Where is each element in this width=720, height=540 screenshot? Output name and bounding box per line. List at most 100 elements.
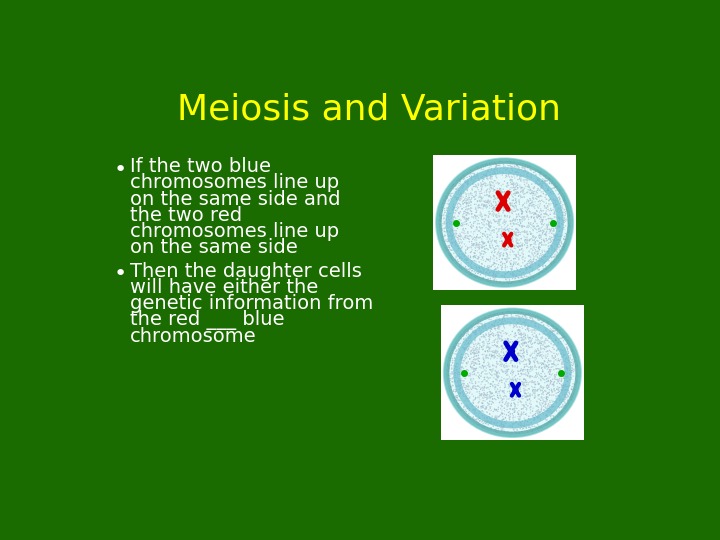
Point	[544, 176, 556, 184]
Point	[519, 420, 531, 428]
Point	[478, 179, 490, 188]
Point	[529, 319, 541, 328]
Point	[480, 224, 492, 232]
Point	[484, 226, 495, 235]
Point	[457, 234, 469, 242]
Point	[531, 311, 543, 320]
Point	[502, 179, 513, 188]
Point	[486, 313, 498, 322]
Point	[471, 206, 482, 215]
Point	[454, 190, 465, 199]
Point	[518, 215, 530, 224]
Point	[469, 253, 480, 261]
Point	[564, 375, 575, 384]
Point	[469, 269, 481, 278]
Point	[548, 412, 559, 421]
Point	[503, 380, 514, 389]
Point	[503, 343, 515, 352]
Point	[484, 414, 495, 423]
Point	[492, 269, 504, 278]
Point	[502, 207, 513, 215]
Point	[480, 257, 491, 266]
Point	[504, 199, 516, 208]
Point	[476, 249, 487, 258]
Point	[524, 343, 536, 352]
Point	[469, 252, 480, 260]
Point	[473, 394, 485, 402]
Point	[563, 356, 575, 364]
Point	[455, 381, 467, 390]
Point	[458, 172, 469, 180]
Point	[528, 195, 539, 204]
Point	[537, 227, 549, 235]
Point	[550, 361, 562, 370]
Point	[482, 220, 494, 229]
Point	[546, 217, 558, 225]
Point	[516, 427, 527, 436]
Point	[540, 330, 552, 339]
Point	[456, 374, 467, 383]
Point	[477, 422, 489, 431]
Point	[477, 172, 488, 181]
Point	[497, 402, 508, 410]
Point	[493, 212, 505, 221]
Point	[552, 329, 563, 338]
Point	[513, 241, 525, 250]
Point	[490, 245, 501, 253]
Point	[455, 378, 467, 387]
Point	[470, 189, 482, 198]
Point	[478, 350, 490, 359]
Point	[532, 410, 544, 419]
Point	[440, 369, 451, 377]
Point	[483, 337, 495, 346]
Point	[515, 366, 526, 375]
Point	[542, 374, 554, 382]
Point	[508, 190, 519, 198]
Point	[539, 387, 551, 395]
Point	[472, 219, 483, 228]
Point	[525, 258, 536, 267]
Point	[496, 346, 508, 354]
Point	[477, 161, 489, 170]
Point	[520, 416, 531, 424]
Point	[548, 199, 559, 208]
Point	[518, 401, 529, 410]
Point	[490, 347, 502, 356]
Point	[516, 245, 527, 254]
Point	[456, 343, 468, 352]
Point	[549, 402, 561, 411]
Point	[523, 252, 534, 260]
Point	[493, 369, 505, 377]
Point	[459, 209, 471, 218]
Point	[451, 393, 463, 402]
Point	[549, 354, 560, 363]
Point	[469, 355, 480, 363]
Point	[507, 159, 518, 168]
Point	[498, 202, 509, 211]
Point	[492, 369, 503, 377]
Point	[548, 380, 559, 389]
Point	[536, 207, 547, 215]
Point	[484, 210, 495, 219]
Point	[566, 356, 577, 364]
Point	[489, 218, 500, 226]
Point	[558, 350, 570, 359]
Point	[514, 217, 526, 225]
Point	[490, 272, 502, 281]
Point	[449, 367, 460, 375]
Point	[518, 318, 530, 327]
Point	[544, 227, 556, 236]
Point	[518, 200, 529, 209]
Point	[507, 313, 518, 321]
Point	[469, 253, 481, 261]
Point	[451, 392, 462, 400]
Point	[461, 211, 472, 219]
Point	[488, 338, 500, 347]
Point	[481, 171, 492, 180]
Point	[482, 167, 494, 176]
Point	[546, 259, 557, 268]
Point	[454, 331, 466, 340]
Point	[494, 377, 505, 386]
Point	[547, 360, 559, 369]
Point	[528, 232, 540, 241]
